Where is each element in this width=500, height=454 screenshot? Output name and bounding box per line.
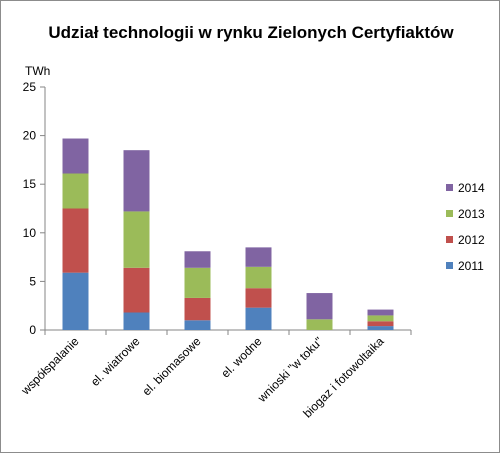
bar-segment (245, 247, 272, 267)
legend-label: 2014 (458, 181, 485, 195)
bar-segment (245, 307, 272, 330)
x-tick-label: el. wodne (218, 334, 264, 380)
y-tick-label: 0 (29, 323, 36, 337)
bar-segment (123, 312, 150, 330)
y-tick-label: 25 (23, 80, 37, 94)
legend-swatch (446, 184, 453, 191)
legend-label: 2011 (458, 259, 484, 273)
bar-segment (62, 173, 89, 209)
legend-label: 2013 (458, 207, 485, 221)
y-unit-label: TWh (25, 64, 50, 78)
chart-title: Udział technologii w rynku Zielonych Cer… (48, 23, 454, 42)
bar-segment (245, 288, 272, 308)
x-tick-label: el. wiatrowe (88, 334, 143, 389)
legend-label: 2012 (458, 233, 485, 247)
bar-segment (123, 211, 150, 268)
bar-segment (123, 267, 150, 313)
legend-swatch (446, 236, 453, 243)
x-tick-label: współspalanie (18, 334, 82, 398)
legend-swatch (446, 210, 453, 217)
bar-segment (367, 315, 394, 322)
bar-segment (62, 272, 89, 330)
y-tick-label: 20 (23, 129, 37, 143)
legend: 2014 2013 2012 2011 (446, 181, 485, 273)
bar-segment (184, 320, 211, 330)
bar-segment (367, 321, 394, 327)
x-tick-label: el. biomasowe (139, 334, 203, 398)
bar-segment (62, 138, 89, 174)
bar-segment (184, 251, 211, 268)
bar-segment (245, 266, 272, 289)
legend-swatch (446, 262, 453, 269)
y-tick-label: 5 (29, 274, 36, 288)
bar-segment (367, 326, 394, 330)
bar-segment (184, 297, 211, 321)
bar-segment (306, 293, 333, 320)
bars (62, 138, 394, 330)
bar-segment (62, 208, 89, 273)
bar-segment (184, 267, 211, 298)
bar-segment (306, 319, 333, 330)
bar-segment (367, 309, 394, 316)
y-tick-label: 15 (23, 177, 37, 191)
bar-segment (123, 150, 150, 212)
y-tick-label: 10 (23, 226, 37, 240)
